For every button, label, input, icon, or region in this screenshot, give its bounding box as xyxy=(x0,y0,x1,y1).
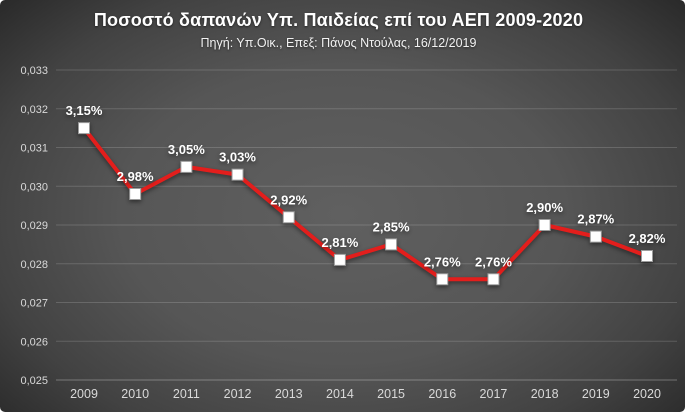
series-line xyxy=(82,126,649,282)
data-point-marker xyxy=(129,188,142,200)
data-point-marker xyxy=(180,160,193,173)
data-point-marker xyxy=(333,253,346,266)
y-tick-label: 0,028 xyxy=(20,259,48,271)
y-tick-label: 0,031 xyxy=(20,143,48,155)
gridline-group xyxy=(56,69,677,381)
y-tick-label: 0,030 xyxy=(20,181,48,193)
y-axis-labels: 0,033 0,032 0,031 0,030 0,029 0,028 0,027 0,026… xyxy=(20,65,48,387)
data-point-marker xyxy=(487,273,500,286)
y-tick-label: 0,025 xyxy=(20,375,48,387)
data-point-marker xyxy=(385,238,398,251)
data-point-label: 3,15% xyxy=(66,103,103,118)
chart-title: Ποσοστό δαπανών Υπ. Παιδείας επί του ΑΕΠ… xyxy=(93,10,584,30)
data-point-marker xyxy=(641,250,653,262)
data-point-label: 2,92% xyxy=(270,192,307,207)
chart-subtitle: Πηγή: Υπ.Οικ., Επεξ: Πάνος Ντούλας, 16/1… xyxy=(200,36,477,50)
data-point-label: 3,05% xyxy=(168,142,205,157)
x-tick-label: 2009 xyxy=(70,387,98,401)
data-point-label: 2,82% xyxy=(629,231,666,246)
data-point-label: 3,03% xyxy=(219,150,256,165)
data-point-label: 2,81% xyxy=(321,235,358,250)
data-label-group: 3,15% 2,98% 3,05% 3,03% 2,92% 2,81% 2,85% 2,76%… xyxy=(66,103,666,269)
x-tick-label: 2016 xyxy=(428,387,456,401)
x-axis-labels: 2009 2010 2011 2012 2013 2014 2015 2016 2017 2018… xyxy=(70,387,661,401)
x-tick-label: 2018 xyxy=(531,387,559,401)
series-group xyxy=(78,122,653,286)
data-point-label: 2,90% xyxy=(526,200,563,215)
data-point-marker xyxy=(589,230,602,243)
data-point-marker xyxy=(538,219,551,231)
y-tick-label: 0,026 xyxy=(20,336,48,348)
y-tick-label: 0,033 xyxy=(20,65,48,77)
x-tick-label: 2012 xyxy=(224,387,252,401)
x-tick-label: 2014 xyxy=(326,387,354,401)
x-tick-label: 2015 xyxy=(377,387,405,401)
x-tick-label: 2017 xyxy=(480,387,508,401)
data-point-label: 2,98% xyxy=(117,169,154,184)
data-point-label: 2,76% xyxy=(475,254,512,269)
x-tick-label: 2011 xyxy=(173,387,200,401)
data-point-marker xyxy=(231,168,244,181)
data-point-marker xyxy=(436,273,449,286)
y-tick-label: 0,027 xyxy=(20,298,48,310)
data-point-label: 2,76% xyxy=(424,254,461,269)
x-tick-label: 2010 xyxy=(121,387,149,401)
data-point-label: 2,85% xyxy=(373,219,410,234)
x-tick-label: 2020 xyxy=(633,387,661,401)
x-tick-label: 2013 xyxy=(275,387,303,401)
x-tick-label: 2019 xyxy=(582,387,610,401)
data-point-marker xyxy=(282,211,295,224)
data-point-marker xyxy=(78,122,90,135)
y-tick-label: 0,029 xyxy=(20,220,48,232)
data-point-label: 2,87% xyxy=(577,212,614,227)
y-tick-label: 0,032 xyxy=(20,104,48,116)
